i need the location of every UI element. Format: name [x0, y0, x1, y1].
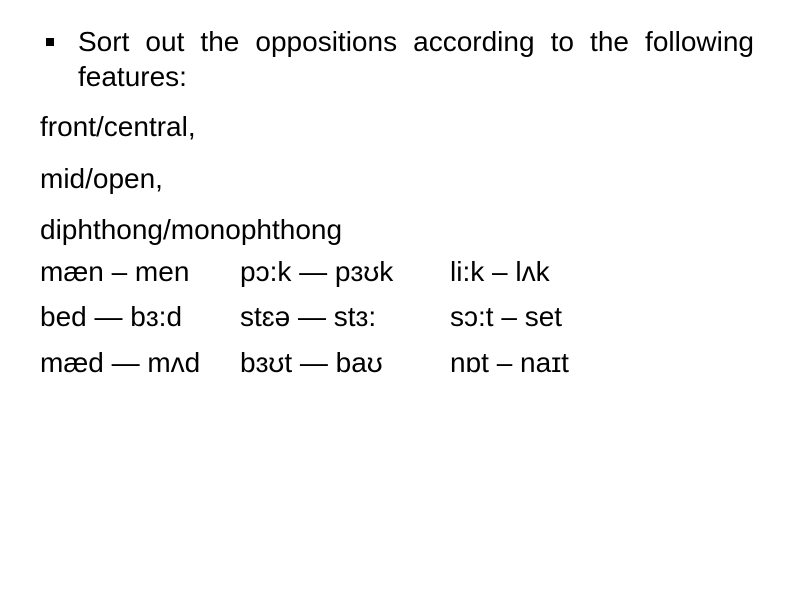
- oppositions-grid: mæn – men pɔ:k — pɜʊk li:k – lʌk bed — b…: [40, 255, 754, 380]
- table-cell: bed — bɜ:d: [40, 300, 240, 334]
- table-cell: sɔ:t – set: [450, 300, 754, 334]
- table-cell: pɔ:k — pɜʊk: [240, 255, 450, 289]
- bullet-icon: [46, 38, 54, 46]
- heading-row: Sort out the oppositions according to th…: [40, 24, 754, 94]
- feature-line-2: mid/open,: [40, 162, 754, 196]
- table-cell: bɜʊt — baʊ: [240, 346, 450, 380]
- feature-line-3: diphthong/monophthong: [40, 213, 754, 247]
- table-cell: li:k – lʌk: [450, 255, 754, 289]
- table-cell: mæd — mʌd: [40, 346, 240, 380]
- table-cell: nɒt – naɪt: [450, 346, 754, 380]
- table-cell: stɛə — stɜ:: [240, 300, 450, 334]
- heading-text: Sort out the oppositions according to th…: [78, 24, 754, 94]
- document-page: Sort out the oppositions according to th…: [0, 0, 794, 380]
- table-cell: mæn – men: [40, 255, 240, 289]
- feature-line-1: front/central,: [40, 110, 754, 144]
